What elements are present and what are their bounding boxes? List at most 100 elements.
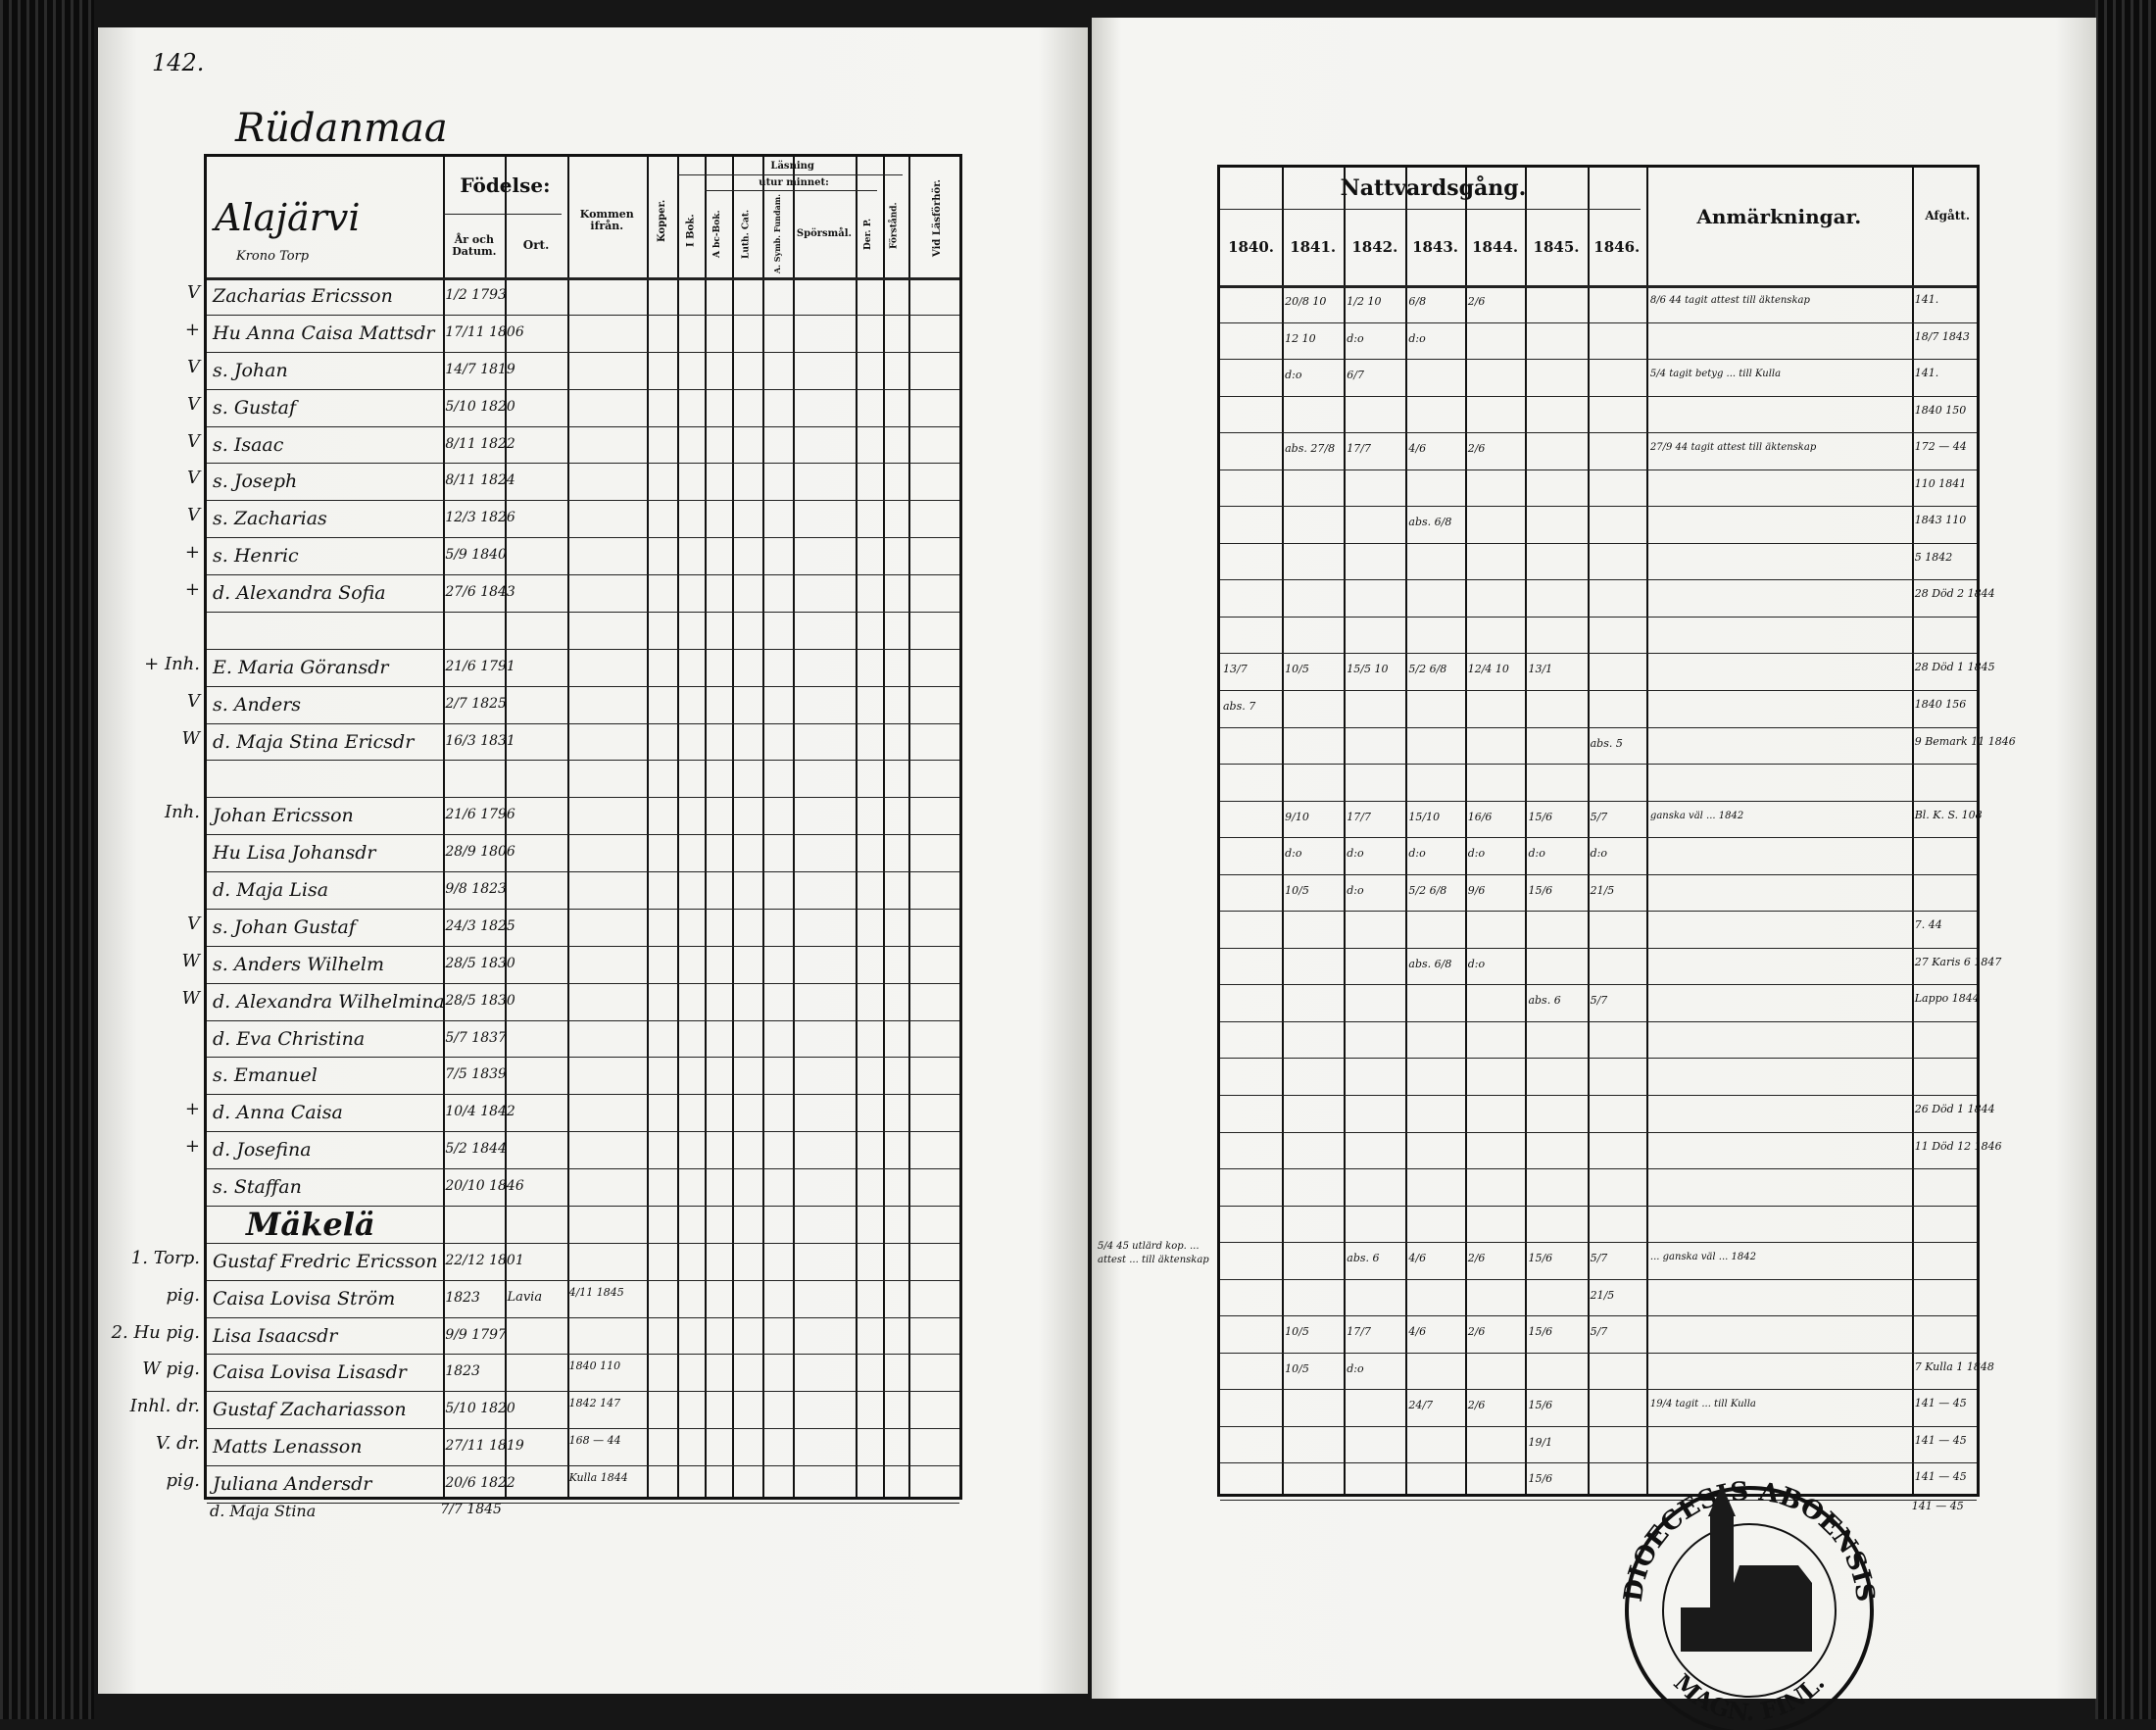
register-row: abs. 6/8 1843 110 bbox=[1220, 506, 1977, 543]
margin-mark: 1. Torp. bbox=[130, 1247, 200, 1268]
person-name: Hu Anna Caisa Mattsdr bbox=[213, 321, 435, 344]
header-nattvardsgang: Nattvardsgång. bbox=[1340, 174, 1527, 201]
header-der-p: Der. P. bbox=[863, 218, 874, 250]
row-rule bbox=[207, 1316, 959, 1318]
register-row: d. Josefina 5/2 1844 bbox=[207, 1131, 959, 1168]
column-rule bbox=[676, 157, 679, 1497]
row-rule bbox=[1220, 506, 1977, 508]
departed: 1840 150 bbox=[1914, 403, 1967, 417]
communion-date: 1/2 10 bbox=[1347, 295, 1382, 308]
row-rule bbox=[207, 500, 959, 502]
row-rule bbox=[207, 760, 959, 762]
person-name: s. Anders bbox=[213, 693, 302, 716]
row-rule bbox=[1220, 947, 1977, 949]
row-rule bbox=[207, 537, 959, 539]
row-rule bbox=[207, 982, 959, 984]
person-name: Johan Ericsson bbox=[213, 805, 354, 827]
header-anmarkningar: Anmärkningar. bbox=[1696, 205, 1862, 228]
row-rule bbox=[207, 797, 959, 799]
farm-heading: Mäkelä bbox=[246, 1205, 375, 1243]
communion-date: 15/5 10 bbox=[1347, 663, 1389, 676]
row-rule bbox=[1220, 873, 1977, 875]
person-name: Caisa Lovisa Lisasdr bbox=[213, 1361, 407, 1384]
row-rule bbox=[207, 1094, 959, 1096]
row-rule bbox=[1220, 1205, 1977, 1207]
birth-date: 8/11 1824 bbox=[445, 472, 515, 489]
register-row bbox=[1220, 764, 1977, 801]
person-name: d. Maja Lisa bbox=[213, 879, 329, 902]
remark: 19/4 tagit ... till Kulla bbox=[1649, 1399, 1756, 1410]
departed: 141. bbox=[1914, 367, 1939, 380]
person-name: s. Johan bbox=[213, 359, 288, 381]
birth-date: 24/3 1825 bbox=[445, 917, 515, 934]
communion-date: abs. 6 bbox=[1528, 994, 1561, 1008]
margin-mark: + bbox=[184, 319, 200, 340]
margin-mark: + bbox=[184, 579, 200, 601]
communion-date: 10/5 bbox=[1285, 883, 1309, 897]
row-rule bbox=[1220, 616, 1977, 618]
row-rule bbox=[1220, 984, 1977, 986]
register-row: abs. 27/8 17/7 4/6 2/6 27/9 44 tagit attest … bbox=[1220, 432, 1977, 470]
register-row bbox=[1220, 1206, 1977, 1243]
came-from: Kulla 1844 bbox=[568, 1471, 628, 1485]
communion-date: 5/2 6/8 bbox=[1408, 663, 1447, 676]
communion-date: 2/6 bbox=[1467, 442, 1486, 456]
row-rule bbox=[1220, 1278, 1977, 1280]
birth-date: 10/4 1842 bbox=[445, 1104, 515, 1120]
communion-date: 12 10 bbox=[1285, 331, 1316, 345]
person-name: d. Eva Christina bbox=[213, 1027, 366, 1050]
register-row: 110 1841 bbox=[1220, 470, 1977, 507]
header-forstand: Förstånd. bbox=[889, 202, 900, 249]
row-rule bbox=[207, 611, 959, 613]
communion-date: 6/7 bbox=[1347, 369, 1364, 382]
header-sporsmal: Spörsmål. bbox=[796, 228, 852, 239]
person-name: s. Joseph bbox=[213, 470, 298, 493]
register-row: 9/10 17/7 15/10 16/6 15/6 5/7 ganska väl ... 1… bbox=[1220, 801, 1983, 838]
remark: ... ganska väl ... 1842 bbox=[1649, 1252, 1756, 1263]
register-row: abs. 5 9 Bemark 11 1846 bbox=[1220, 727, 2016, 765]
communion-date: 15/6 bbox=[1528, 1399, 1553, 1412]
row-rule bbox=[1220, 1058, 1977, 1060]
communion-date: d:o bbox=[1467, 957, 1486, 970]
birth-date: 5/2 1844 bbox=[445, 1141, 507, 1158]
register-row: Caisa Lovisa Lisasdr 1823 1840 110 bbox=[207, 1354, 959, 1391]
communion-date: abs. 7 bbox=[1223, 700, 1256, 713]
register-row bbox=[1220, 617, 1977, 654]
departed: Lappo 1844 bbox=[1914, 992, 1980, 1006]
register-row: abs. 7 1840 156 bbox=[1220, 690, 1977, 727]
departed: 27 Karis 6 1847 bbox=[1914, 955, 2002, 968]
row-rule bbox=[207, 1131, 959, 1133]
birth-date: 22/12 1801 bbox=[445, 1252, 524, 1268]
row-rule bbox=[1220, 1095, 1977, 1096]
row-rule bbox=[1220, 800, 1977, 802]
row-rule bbox=[1220, 579, 1977, 581]
header-year: 1840. bbox=[1228, 237, 1275, 256]
communion-date: 21/5 bbox=[1590, 1288, 1615, 1302]
person-name: Matts Lenasson bbox=[213, 1436, 363, 1458]
departed: 7. 44 bbox=[1914, 918, 1942, 932]
birth-date: 27/11 1819 bbox=[445, 1438, 524, 1455]
communion-date: d:o bbox=[1408, 331, 1426, 345]
register-row: Gustaf Fredric Ericsson 22/12 1801 bbox=[207, 1243, 959, 1280]
book-edge-left bbox=[0, 0, 94, 1719]
row-rule bbox=[207, 1168, 959, 1170]
communion-date: d:o bbox=[1347, 847, 1364, 861]
communion-date: abs. 6 bbox=[1347, 1252, 1380, 1265]
person-name: s. Staffan bbox=[213, 1176, 302, 1199]
header-utur-minnet: utur minnet: bbox=[759, 176, 829, 188]
margin-mark: V bbox=[187, 356, 200, 377]
register-row: s. Anders Wilhelm 28/5 1830 bbox=[207, 946, 959, 983]
header-rule bbox=[443, 214, 562, 215]
person-name: d. Maja Stina Ericsdr bbox=[213, 730, 415, 753]
birth-date: 1/2 1793 bbox=[445, 287, 507, 303]
communion-date: 13/1 bbox=[1528, 663, 1553, 676]
header-year: 1843. bbox=[1412, 237, 1459, 256]
margin-mark: pig. bbox=[166, 1284, 200, 1306]
departed: 28 Död 1 1845 bbox=[1914, 661, 1995, 674]
register-row: s. Emanuel 7/5 1839 bbox=[207, 1057, 959, 1094]
person-name: s. Anders Wilhelm bbox=[213, 953, 384, 975]
birth-date: 9/9 1797 bbox=[445, 1326, 507, 1343]
row-rule bbox=[207, 871, 959, 873]
communion-date: 15/6 bbox=[1528, 810, 1553, 823]
register-row: abs. 6 4/6 2/6 15/6 5/7 ... ganska väl ... 18… bbox=[1220, 1242, 1977, 1279]
